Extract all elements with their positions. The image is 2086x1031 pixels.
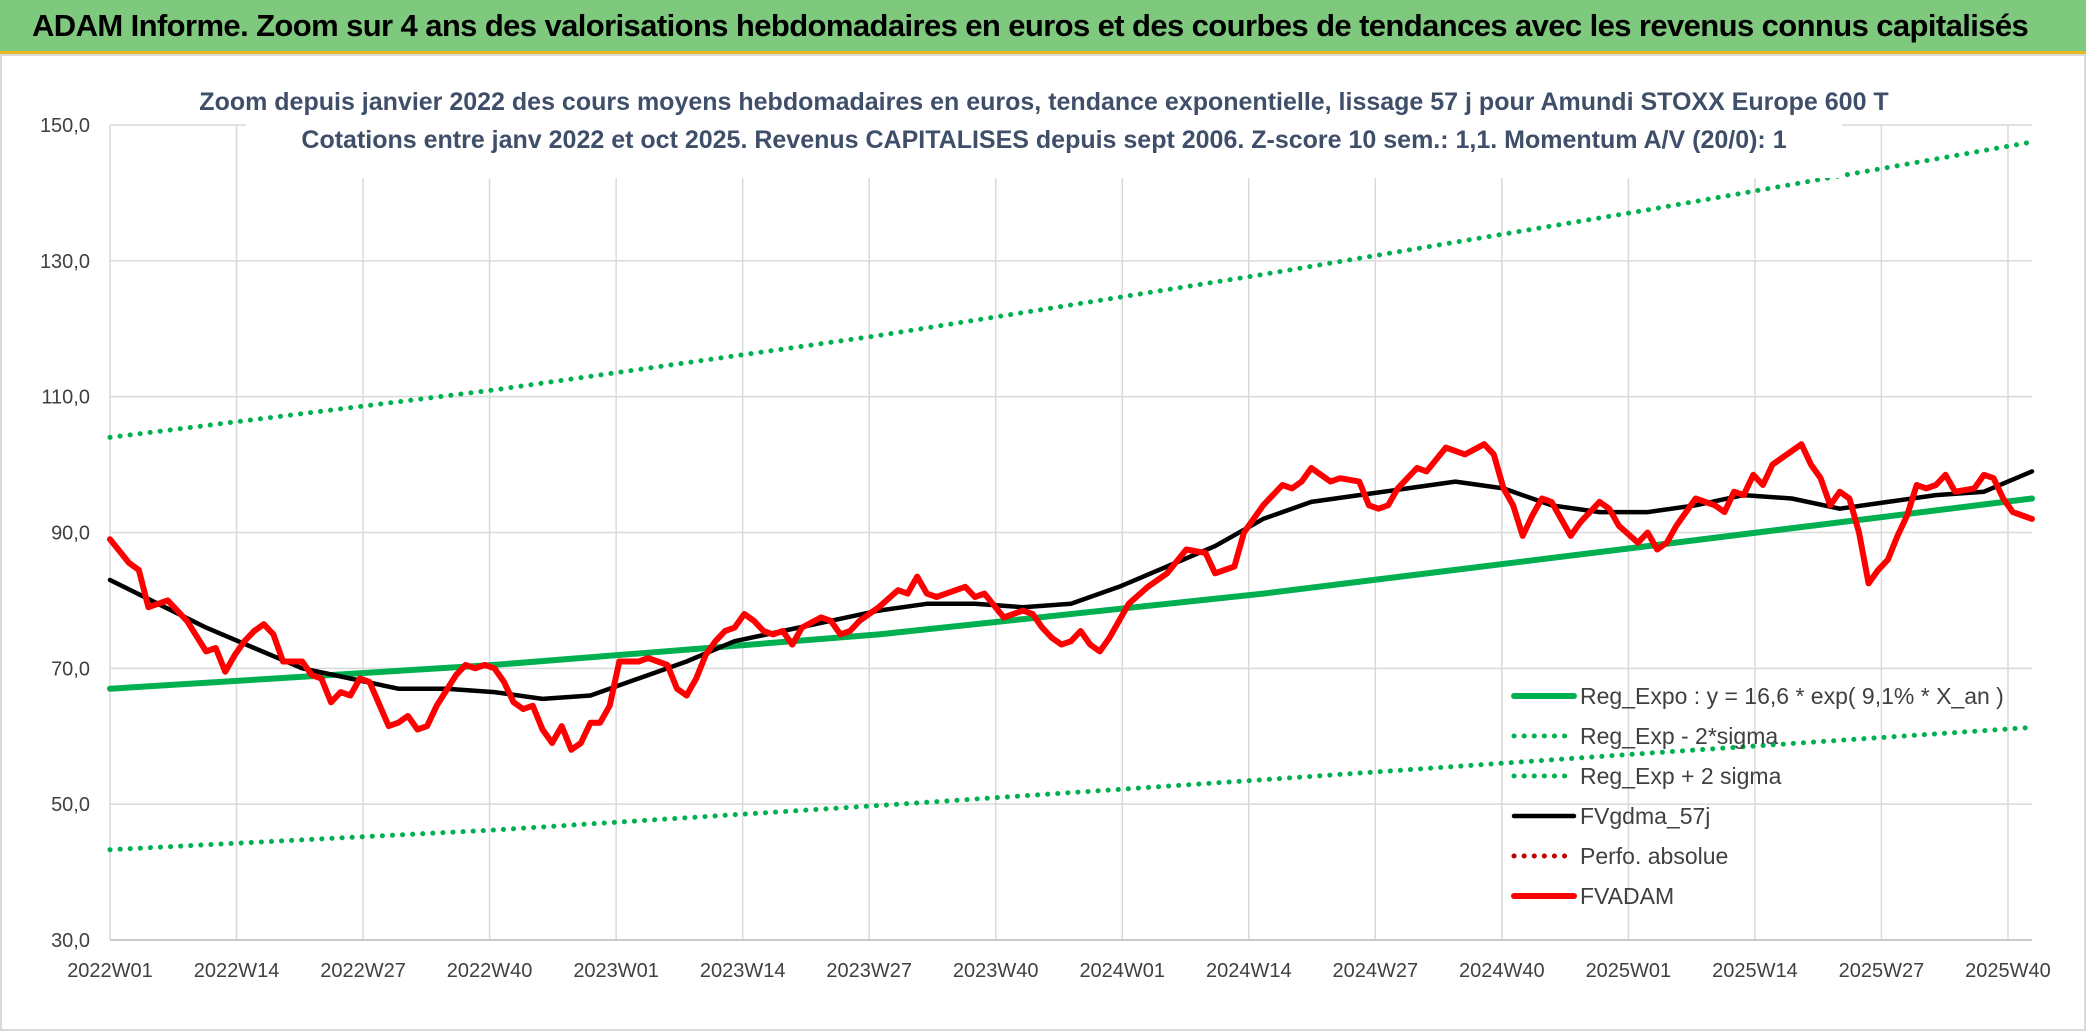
chart-title: Zoom depuis janvier 2022 des cours moyen…	[199, 88, 1888, 116]
series-line-3	[107, 469, 2035, 702]
y-tick-label: 30,0	[51, 930, 90, 952]
x-tick-label: 2025W40	[1965, 960, 2051, 982]
report-banner: ADAM Informe. Zoom sur 4 ans des valoris…	[0, 0, 2086, 54]
x-tick-label: 2024W01	[1079, 960, 1165, 982]
legend-label-3: FVgdma_57j	[1580, 803, 1710, 829]
x-tick-label: 2025W01	[1586, 960, 1672, 982]
x-tick-label: 2024W40	[1459, 960, 1545, 982]
y-tick-label: 150,0	[40, 115, 90, 137]
banner-title: ADAM Informe. Zoom sur 4 ans des valoris…	[32, 8, 2029, 43]
series-line-2	[107, 139, 2035, 440]
x-tick-label: 2023W40	[953, 960, 1039, 982]
chart-subtitle: Cotations entre janv 2022 et oct 2025. R…	[301, 126, 1786, 154]
x-tick-label: 2023W01	[573, 960, 659, 982]
axes: 30,0 50,0 70,0 90,0 110,0 130,0 150,0 2022W01 20…	[40, 115, 2051, 982]
y-tick-label: 50,0	[51, 794, 90, 816]
x-tick-label: 2022W27	[320, 960, 406, 982]
x-tick-label: 2024W14	[1206, 960, 1292, 982]
x-tick-label: 2022W01	[67, 960, 153, 982]
x-tick-label: 2023W27	[826, 960, 912, 982]
x-tick-label: 2025W14	[1712, 960, 1798, 982]
y-tick-label: 110,0	[41, 387, 90, 409]
x-tick-label: 2023W14	[700, 960, 786, 982]
gridlines	[109, 124, 2032, 941]
chart-frame: 30,0 50,0 70,0 90,0 110,0 130,0 150,0 2022W01 20…	[0, 54, 2086, 1031]
legend-label-0: Reg_Expo : y = 16,6 * exp( 9,1% * X_an )	[1580, 683, 2004, 709]
x-tick-label: 2022W40	[447, 960, 533, 982]
series-line-1	[107, 724, 2035, 853]
legend-label-2: Reg_Exp + 2 sigma	[1580, 763, 1782, 789]
line-chart: 30,0 50,0 70,0 90,0 110,0 130,0 150,0 2022W01 20…	[40, 84, 2051, 982]
x-tick-label: 2022W14	[194, 960, 280, 982]
legend-label-4: Perfo. absolue	[1580, 843, 1728, 869]
x-tick-label: 2024W27	[1333, 960, 1419, 982]
x-tick-label: 2025W27	[1839, 960, 1925, 982]
series	[107, 139, 2035, 853]
legend-label-5: FVADAM	[1580, 883, 1674, 909]
y-tick-label: 90,0	[51, 523, 90, 545]
y-tick-label: 130,0	[40, 251, 90, 273]
series-line-0	[107, 495, 2035, 692]
y-tick-label: 70,0	[51, 658, 90, 680]
title-background	[246, 84, 1842, 178]
series-line-5	[107, 441, 2035, 753]
legend: Reg_Expo : y = 16,6 * exp( 9,1% * X_an )…	[1511, 683, 2004, 909]
legend-label-1: Reg_Exp - 2*sigma	[1580, 723, 1778, 749]
